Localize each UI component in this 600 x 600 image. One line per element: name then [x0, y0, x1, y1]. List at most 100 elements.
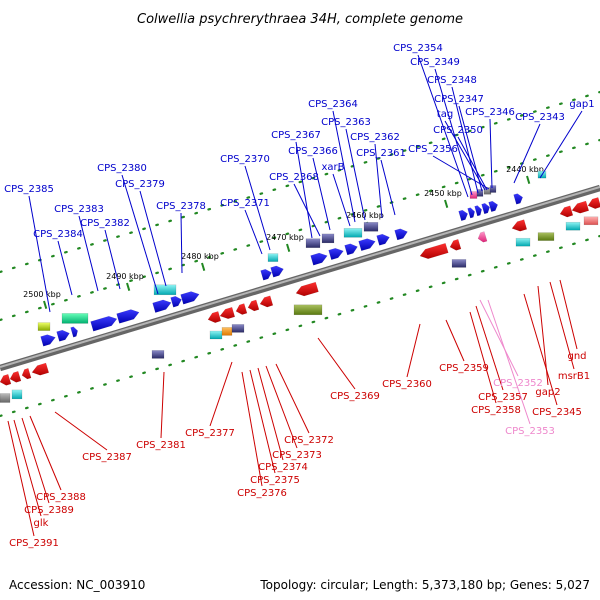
- reverse-gene-label: CPS_2376: [237, 488, 287, 499]
- reverse-gene-label: CPS_2358: [471, 405, 521, 416]
- forward-gene-leader-line: [295, 141, 313, 239]
- reverse-gene-leader-line: [257, 367, 284, 461]
- forward-gene-leader-line: [457, 136, 488, 191]
- kbp-tick-label: 2490 kbp: [106, 272, 144, 281]
- protein-domain-box: [363, 222, 379, 232]
- backbone-highlight: [0, 186, 600, 368]
- forward-gene-arrow: [467, 207, 475, 219]
- reverse-gene-label: gnd: [567, 351, 586, 362]
- dotted-track-line: [0, 138, 600, 322]
- forward-gene-leader-line: [78, 215, 99, 292]
- forward-gene-arrow: [394, 228, 408, 241]
- forward-gene-label: CPS_2362: [350, 132, 400, 143]
- kbp-tick-label: 2460 kbp: [346, 211, 384, 220]
- forward-gene-leader-line: [432, 155, 490, 190]
- reverse-gene-leader-line: [559, 279, 578, 350]
- protein-domain-box: [583, 216, 599, 226]
- reverse-gene-arrow: [235, 303, 248, 315]
- reverse-gene-leader-line: [265, 365, 298, 449]
- kbp-tick-mark: [444, 199, 449, 208]
- forward-gene-label: CPS_2364: [308, 99, 358, 110]
- forward-gene-arrow: [152, 299, 172, 313]
- forward-gene-arrow: [481, 203, 490, 215]
- reverse-gene-leader-line: [537, 285, 549, 386]
- forward-gene-label: CPS_2348: [427, 75, 477, 86]
- forward-gene-leader-line: [380, 159, 396, 216]
- protein-domain-box: [293, 304, 323, 316]
- reverse-gene-leader-line: [523, 293, 558, 406]
- reverse-gene-label: CPS_2357: [478, 392, 528, 403]
- forward-gene-label: CPS_2366: [288, 146, 338, 157]
- dotted-track-line: [0, 234, 600, 418]
- forward-gene-leader-line: [434, 68, 473, 196]
- reverse-gene-label: CPS_2360: [382, 379, 432, 390]
- forward-gene-arrow: [513, 193, 524, 205]
- forward-gene-arrow: [116, 309, 140, 324]
- reverse-gene-arrow: [559, 205, 574, 218]
- forward-gene-leader-line: [139, 190, 167, 287]
- reverse-gene-leader-line: [549, 281, 575, 370]
- protein-domain-box: [321, 233, 335, 244]
- reverse-gene-arrow: [219, 306, 236, 320]
- reverse-gene-label: CPS_2389: [24, 505, 74, 516]
- kbp-tick-mark: [286, 243, 291, 252]
- forward-gene-label: tag: [437, 109, 453, 120]
- forward-gene-label: xarB: [321, 162, 344, 173]
- reverse-gene-arrow: [9, 370, 22, 383]
- reverse-gene-label: CPS_2388: [36, 492, 86, 503]
- forward-gene-leader-line: [458, 105, 483, 192]
- forward-gene-label: CPS_2380: [97, 163, 147, 174]
- reverse-gene-arrow: [419, 242, 449, 260]
- protein-domain-box: [515, 237, 531, 247]
- kbp-ticks: 2500 kbp 2490 kbp 2480 kbp 2470 kbp 2460 kbp…: [23, 165, 544, 309]
- reverse-gene-label: CPS_2369: [330, 391, 380, 402]
- kbp-tick-mark: [201, 262, 206, 271]
- reverse-gene-label: CPS_2391: [9, 538, 59, 549]
- protein-domain-box: [0, 393, 11, 403]
- forward-gene-label: gap1: [569, 99, 594, 110]
- reverse-gene-label: CPS_2359: [439, 363, 489, 374]
- reverse-gene-arrow: [0, 373, 12, 386]
- forward-gene-leader-line: [332, 110, 356, 223]
- kbp-tick-label: 2450 kbp: [424, 189, 462, 198]
- kbp-tick-label: 2480 kbp: [181, 252, 219, 261]
- protein-domain-box: [153, 284, 177, 296]
- pseudo-gene-leader-line: [479, 299, 519, 377]
- kbp-tick-label: 2470 kbp: [266, 233, 304, 242]
- reverse-gene-arrow: [247, 299, 260, 312]
- kbp-tick-label: 2500 kbp: [23, 290, 61, 299]
- forward-gene-label: CPS_2349: [410, 57, 460, 68]
- reverse-gene-label: CPS_2372: [284, 435, 334, 446]
- forward-gene-label: CPS_2367: [271, 130, 321, 141]
- forward-gene-label: CPS_2385: [4, 184, 54, 195]
- forward-gene-arrow: [270, 265, 284, 278]
- reverse-gene-arrow: [477, 231, 488, 243]
- forward-gene-leader-line: [293, 183, 321, 237]
- forward-gene-arrow: [488, 200, 499, 213]
- protein-domain-box: [231, 324, 245, 333]
- forward-gene-arrow: [344, 243, 358, 256]
- reverse-gene-leader-line: [406, 323, 421, 378]
- reverse-gene-leader-line: [445, 319, 465, 362]
- reverse-gene-label: gap2: [535, 387, 560, 398]
- protein-domain-box: [476, 189, 484, 197]
- accession-text: Accession: NC_003910: [9, 578, 146, 592]
- forward-gene-label: CPS_2384: [33, 229, 83, 240]
- kbp-tick-mark: [43, 300, 48, 309]
- forward-gene-label: CPS_2350: [433, 125, 483, 136]
- forward-gene-arrow: [310, 252, 328, 266]
- kbp-tick-mark: [526, 175, 531, 184]
- forward-gene-label: CPS_2382: [80, 218, 130, 229]
- genome-summary-text: Topology: circular; Length: 5,373,180 bp…: [260, 578, 590, 592]
- protein-domain-box: [221, 327, 233, 336]
- reverse-gene-label: CPS_2374: [258, 462, 308, 473]
- forward-gene-arrow: [328, 247, 344, 261]
- forward-gene-arrow: [90, 315, 118, 332]
- forward-gene-label: CPS_2356: [408, 144, 458, 155]
- reverse-gene-leader-line: [209, 361, 233, 427]
- forward-gene-leader-line: [121, 174, 159, 295]
- protein-domain-box: [537, 232, 555, 241]
- forward-gene-leader-line: [244, 165, 271, 251]
- forward-gene-leader-line: [513, 123, 541, 184]
- protein-domain-box: [451, 259, 467, 268]
